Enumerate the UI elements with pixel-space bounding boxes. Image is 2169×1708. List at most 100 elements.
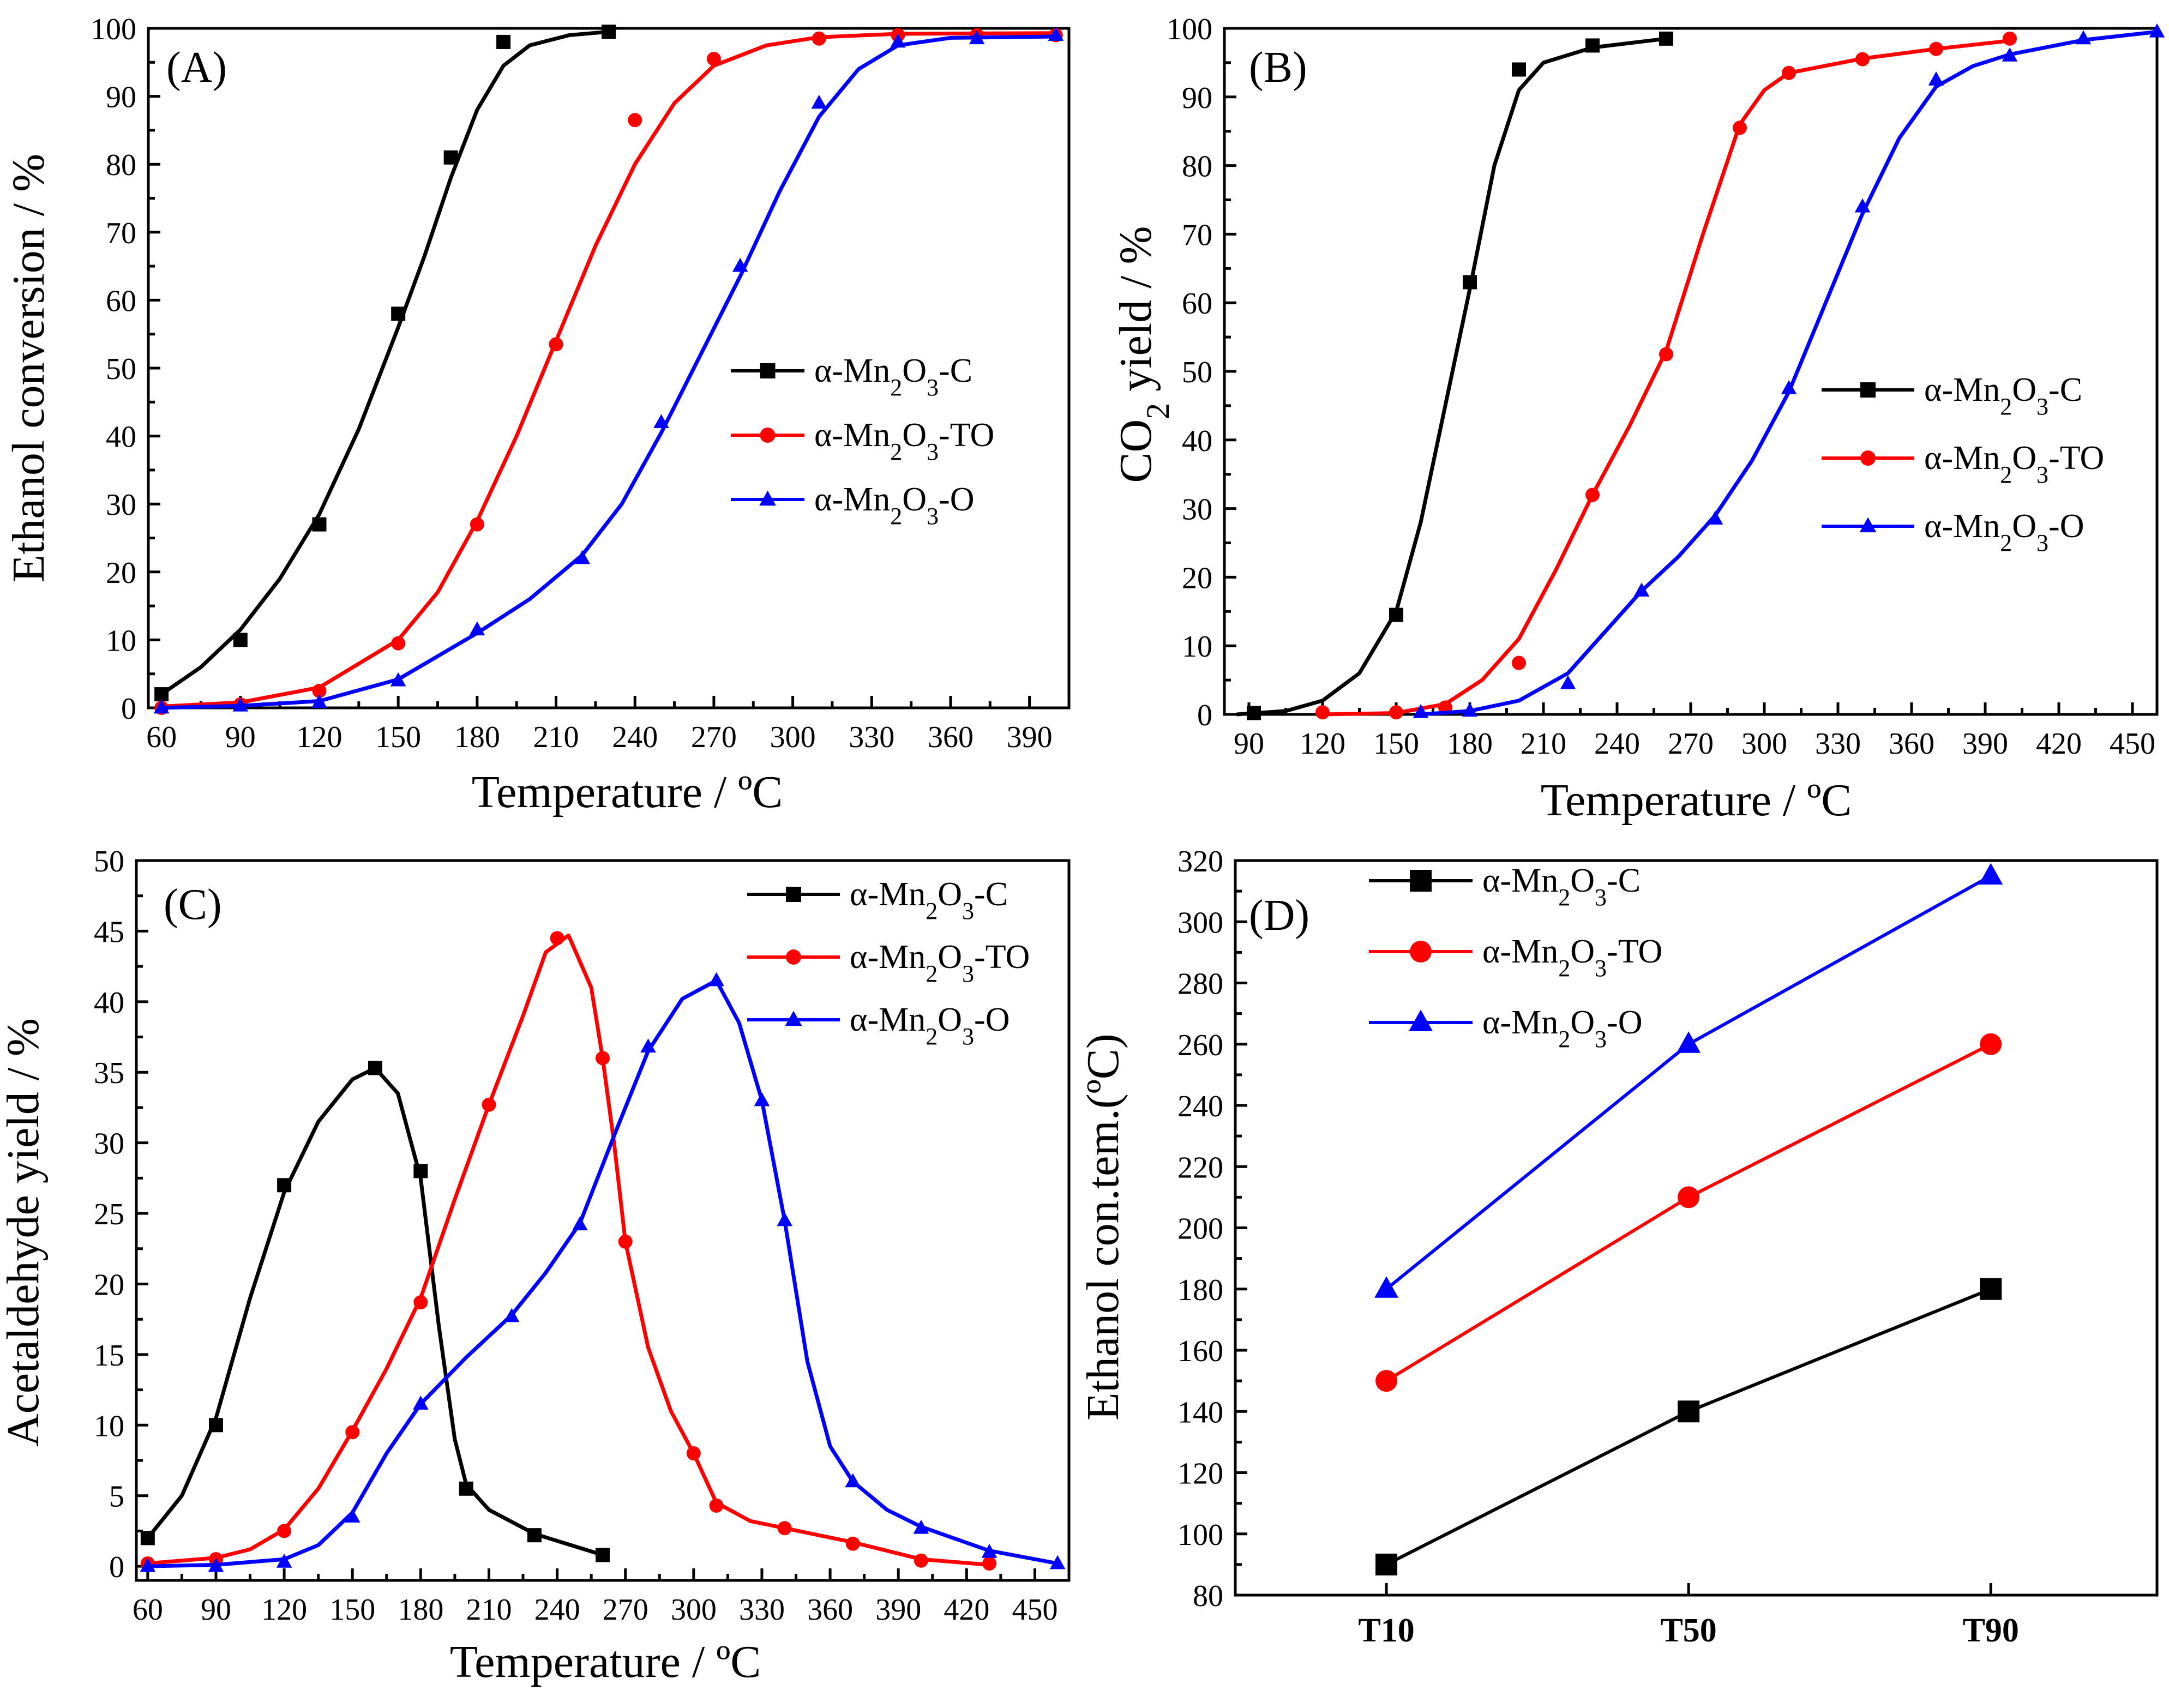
y-tick-label: 80: [1182, 150, 1212, 184]
data-point-square: [140, 1531, 155, 1545]
y-axis-title: Acetaldehyde yield / %: [0, 1018, 49, 1447]
plot-frame: [135, 859, 1071, 1582]
y-tick-label: 140: [1177, 1396, 1223, 1429]
y-tick-label: 25: [94, 1198, 124, 1231]
panel-d: T10 T50 T90 80 100 120 140 160 180 200 220 240 260 28…: [1078, 845, 2159, 1649]
x-tick-label: 60: [146, 720, 177, 754]
y-tick-label: 220: [1177, 1151, 1223, 1184]
data-point-circle: [1659, 347, 1673, 362]
data-point-circle: [760, 428, 776, 443]
legend-label: α-Mn2O3-TO: [850, 939, 1030, 987]
legend: α-Mn2O3-C α-Mn2O3-TO α-Mn2O3-O: [747, 876, 1030, 1050]
series--mn2o3-to: [140, 931, 997, 1571]
series-line: [160, 29, 609, 696]
x-tick-label: 120: [261, 1593, 307, 1627]
panel-label: (A): [166, 44, 227, 92]
legend-label: α-Mn2O3-C: [814, 352, 972, 401]
data-point-triangle: [1979, 863, 2003, 885]
series-line: [1420, 29, 2158, 717]
y-tick-label: 100: [1167, 13, 1212, 46]
x-tick-label: T90: [1963, 1612, 2019, 1649]
data-point-triangle: [981, 1543, 998, 1558]
y-tick-label: 90: [1182, 81, 1212, 115]
legend-label: α-Mn2O3-O: [814, 481, 974, 530]
data-point-square: [154, 687, 169, 702]
x-tick-label: 210: [466, 1593, 512, 1627]
data-point-square: [1678, 1400, 1700, 1423]
y-tick-label: 60: [1182, 287, 1212, 321]
x-tick-label: T50: [1660, 1612, 1716, 1649]
legend-item: α-Mn2O3-O: [747, 1001, 1010, 1050]
data-point-triangle: [653, 414, 669, 429]
x-tick-label: 270: [691, 720, 737, 754]
series--mn2o3-c: [154, 25, 616, 702]
legend-item: α-Mn2O3-TO: [1822, 440, 2104, 488]
data-point-circle: [812, 31, 826, 46]
data-point-square: [1410, 870, 1432, 892]
y-tick-label: 20: [94, 1268, 124, 1302]
data-point-triangle: [811, 94, 827, 109]
series--mn2o3-c: [140, 1061, 610, 1562]
data-point-circle: [686, 1446, 701, 1461]
y-axis-title: Ethanol conversion / %: [3, 154, 54, 582]
data-point-square: [1860, 382, 1876, 398]
legend-item: α-Mn2O3-TO: [1369, 933, 1662, 982]
x-tick-label: 420: [2036, 727, 2082, 761]
y-tick-label: 240: [1177, 1090, 1223, 1123]
legend-item: α-Mn2O3-C: [1822, 371, 2082, 420]
panel-b: 90 120 150 180 210 240 270 300 330 360 390 420 450 0 1…: [1110, 13, 2165, 826]
data-point-circle: [1375, 1370, 1398, 1392]
x-tick-label: 330: [1815, 727, 1861, 761]
y-tick-label: 100: [91, 13, 136, 46]
y-tick-label: 35: [94, 1056, 124, 1090]
x-tick-label: T10: [1358, 1612, 1414, 1649]
data-point-square: [233, 633, 248, 647]
data-point-circle: [1929, 41, 1943, 56]
x-tick-label: 180: [1447, 727, 1493, 761]
y-tick-label: 45: [94, 915, 124, 949]
panel-a: 60 90 120 150 180 210 240 270 300 330 360 390 0 10 20 3…: [3, 13, 1071, 817]
data-point-circle: [413, 1295, 428, 1310]
data-point-circle: [786, 949, 801, 965]
legend-label: α-Mn2O3-O: [1924, 508, 2084, 556]
data-point-triangle: [1707, 510, 1723, 525]
legend-item: α-Mn2O3-C: [747, 876, 1008, 924]
y-tick-label: 0: [1197, 699, 1212, 732]
data-point-circle: [596, 1051, 610, 1066]
x-tick-label: 360: [928, 720, 974, 754]
data-point-triangle: [344, 1508, 361, 1523]
y-tick-label: 260: [1177, 1029, 1223, 1062]
data-point-triangle: [1048, 27, 1064, 41]
y-tick-label: 10: [1182, 630, 1212, 664]
data-point-triangle: [845, 1473, 861, 1488]
y-tick-label: 160: [1177, 1334, 1223, 1368]
data-point-circle: [312, 683, 327, 698]
y-tick-label: 50: [94, 845, 124, 879]
series--mn2o3-o: [1374, 863, 2003, 1298]
data-point-circle: [550, 931, 564, 946]
legend-label: α-Mn2O3-O: [1482, 1004, 1642, 1053]
legend-item: α-Mn2O3-TO: [731, 417, 994, 465]
x-tick-label: 270: [603, 1593, 648, 1627]
data-point-triangle: [1462, 702, 1478, 717]
data-point-triangle: [1413, 703, 1429, 718]
data-point-square: [312, 517, 327, 532]
series-line: [147, 933, 990, 1567]
data-point-triangle: [1633, 582, 1650, 597]
series--mn2o3-c: [1375, 1278, 2002, 1575]
y-tick-label: 300: [1177, 906, 1223, 940]
data-point-triangle: [2075, 30, 2092, 45]
y-tick-label: 280: [1177, 967, 1223, 1001]
data-point-triangle: [890, 33, 906, 48]
data-point-triangle: [1854, 198, 1871, 213]
y-tick-label: 50: [106, 352, 136, 386]
series--mn2o3-o: [1413, 23, 2165, 718]
series-line: [161, 31, 1056, 708]
y-tick-label: 10: [106, 624, 136, 658]
data-point-triangle: [390, 672, 406, 687]
x-tick-label: 150: [329, 1593, 375, 1627]
y-tick-label: 40: [94, 986, 124, 1020]
data-point-triangle: [153, 699, 170, 714]
legend-label: α-Mn2O3-TO: [1482, 933, 1662, 982]
